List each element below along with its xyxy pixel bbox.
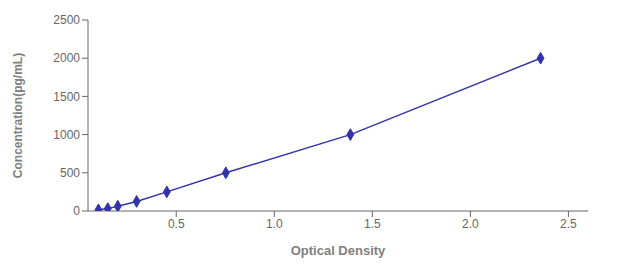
- svg-text:2000: 2000: [53, 51, 80, 65]
- svg-text:2500: 2500: [53, 13, 80, 27]
- svg-text:0: 0: [73, 204, 80, 218]
- svg-text:0.5: 0.5: [168, 217, 185, 231]
- svg-text:Concentration(pg/mL): Concentration(pg/mL): [11, 53, 25, 178]
- svg-text:1.5: 1.5: [364, 217, 381, 231]
- svg-text:Optical Density: Optical Density: [291, 243, 386, 258]
- svg-text:1.0: 1.0: [266, 217, 283, 231]
- svg-text:500: 500: [60, 166, 80, 180]
- svg-text:1500: 1500: [53, 90, 80, 104]
- svg-text:1000: 1000: [53, 128, 80, 142]
- svg-text:2.0: 2.0: [462, 217, 479, 231]
- svg-text:2.5: 2.5: [560, 217, 577, 231]
